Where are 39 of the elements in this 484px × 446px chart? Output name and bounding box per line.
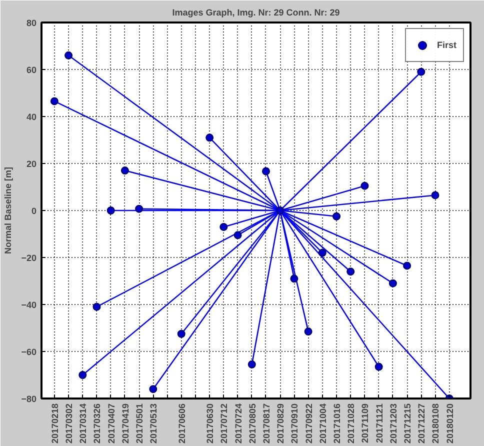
- y-tick-label: 80: [26, 18, 37, 28]
- x-tick-label: 20170817: [261, 403, 272, 444]
- x-tick-label: 20170606: [176, 403, 187, 444]
- x-tick-label: 20170501: [134, 403, 145, 444]
- x-tick-label: 20170513: [148, 403, 159, 444]
- x-tick-label: 20170712: [219, 403, 230, 444]
- x-tick-label: 20170419: [120, 403, 130, 444]
- x-tick-label: 20180108: [430, 403, 441, 444]
- x-tick-label: 20171016: [332, 403, 342, 444]
- y-tick-label: 20: [26, 159, 37, 169]
- x-tick-label: 20171121: [374, 404, 384, 444]
- x-tick-label: 20171109: [360, 404, 370, 444]
- x-tick-label: 20170218: [50, 403, 60, 444]
- x-tick-label: 20171028: [346, 403, 356, 444]
- x-tick-label: 20170630: [205, 403, 216, 444]
- y-tick-label: −20: [21, 253, 37, 263]
- x-tick-label: 20170829: [276, 403, 286, 444]
- x-tick-label: 20171004: [318, 403, 328, 444]
- y-tick-label: −60: [21, 347, 37, 357]
- legend-label: First: [437, 40, 457, 50]
- y-tick-label: −40: [21, 300, 37, 310]
- x-tick-label: 20171203: [388, 403, 398, 444]
- x-tick-label: 20171215: [402, 403, 413, 444]
- y-axis-title: Normal Baseline [m]: [3, 166, 14, 254]
- x-tick-label: 20180120: [444, 403, 455, 444]
- x-tick-label: 20170805: [247, 403, 258, 444]
- chart-title: Images Graph, Img. Nr: 29 Conn. Nr: 29: [172, 8, 340, 18]
- y-tick-label: 60: [26, 65, 37, 75]
- y-tick-label: 0: [31, 206, 37, 216]
- x-tick-label: 20170922: [304, 403, 314, 444]
- x-tick-label: 20170326: [92, 403, 102, 444]
- y-tick-label: 40: [26, 112, 37, 122]
- x-tick-label: 20170910: [290, 403, 300, 444]
- x-tick-label: 20170314: [78, 403, 88, 444]
- x-tick-label: 20170724: [233, 403, 244, 444]
- x-tick-label: 20170302: [64, 403, 74, 444]
- x-tick-label: 20171227: [416, 403, 427, 444]
- x-tick-label: 20170407: [106, 403, 116, 444]
- y-tick-label: −80: [21, 394, 37, 404]
